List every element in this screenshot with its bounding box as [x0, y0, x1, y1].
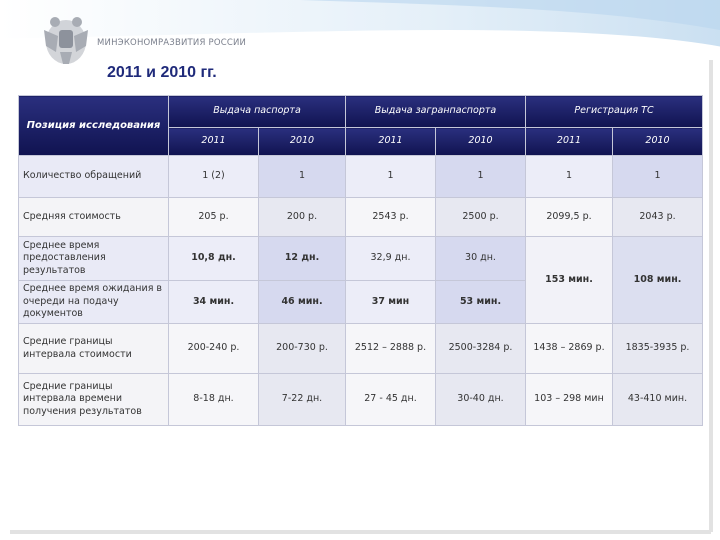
row-label: Средние границы интервала времени получе… [18, 373, 169, 426]
swoosh [300, 0, 720, 30]
table-cell: 8-18 дн. [168, 373, 259, 426]
table-cell: 2512 – 2888 р. [345, 323, 436, 374]
data-table: Позиция исследования Выдача паспорта Выдач… [18, 95, 704, 426]
table-cell: 43-410 мин. [611, 373, 704, 426]
table-cell: 1 (2) [168, 155, 259, 198]
year-header: 2010 [611, 127, 704, 156]
table-cell: 2500 р. [435, 197, 526, 237]
row-label: Средняя стоимость [18, 197, 169, 237]
emblem [44, 17, 88, 64]
table-cell: 7-22 дн. [258, 373, 346, 426]
table-cell: 200 р. [258, 197, 346, 237]
year-header: 2011 [345, 127, 436, 156]
table-cell: 34 мин. [168, 280, 259, 324]
table-cell: 1 [525, 155, 613, 198]
table-cell: 30-40 дн. [435, 373, 526, 426]
row-label: Средние границы интервала стоимости [18, 323, 169, 374]
body-row: Средние границы интервала стоимости 200-2… [18, 323, 704, 374]
swoosh-line [0, 29, 720, 50]
slide-title: 2011 и 2010 гг. [107, 64, 217, 81]
table-cell: 53 мин. [435, 280, 526, 324]
ministry-name: МИНЭКОНОМРАЗВИТИЯ РОССИИ [97, 38, 247, 48]
row-label: Среднее время предоставления результатов [18, 236, 169, 281]
table-cell: 2500-3284 р. [435, 323, 526, 374]
table-cell: 2043 р. [611, 197, 704, 237]
header-row: Позиция исследования Выдача паспорта Выдач… [18, 95, 704, 156]
table-cell: 1 [435, 155, 526, 198]
year-header: 2010 [258, 127, 346, 156]
group-header: Регистрация ТС [524, 95, 704, 128]
table-cell: 1835-3935 р. [611, 323, 704, 374]
table-cell: 2099,5 р. [525, 197, 613, 237]
row-label: Среднее время ожидания в очереди на пода… [18, 280, 169, 324]
table-cell: 205 р. [168, 197, 259, 237]
year-header: 2010 [435, 127, 526, 156]
row-label: Количество обращений [18, 155, 169, 198]
table-cell: 46 мин. [258, 280, 346, 324]
table-cell: 153 мин. [525, 236, 613, 324]
table-cell: 37 мин [345, 280, 436, 324]
table-cell: 200-730 р. [258, 323, 346, 374]
header-row: 2011 2010 2011 2010 2011 2010 [19, 127, 704, 156]
year-header: 2011 [525, 127, 613, 156]
body-row: Средняя стоимость 205 р. 200 р. 2543 р. 2500… [18, 197, 704, 237]
body-row: Средние границы интервала времени получе… [18, 373, 704, 426]
table-cell: 200-240 р. [168, 323, 259, 374]
table-cell: 1 [345, 155, 436, 198]
table-cell: 2543 р. [345, 197, 436, 237]
table-cell: 1 [258, 155, 346, 198]
table-cell: 108 мин. [611, 236, 704, 324]
header-cell: Позиция исследования [18, 95, 169, 156]
year-header: 2011 [168, 127, 259, 156]
table-cell: 10,8 дн. [168, 236, 259, 281]
table-cell: 12 дн. [258, 236, 346, 281]
body-row: Количество обращений 1 (2) 1 1 1 1 1 [18, 155, 704, 198]
table-cell: 30 дн. [435, 236, 526, 281]
table-cell: 27 - 45 дн. [345, 373, 436, 426]
body-row: Среднее время предоставления результатов… [18, 236, 704, 324]
table-cell: 103 – 298 мин [525, 373, 613, 426]
table-cell: 1438 – 2869 р. [525, 323, 613, 374]
group-header: Выдача загранпаспорта [345, 95, 526, 128]
table-cell: 1 [611, 155, 704, 198]
table-cell: 32,9 дн. [345, 236, 436, 281]
group-header: Выдача паспорта [168, 95, 346, 128]
